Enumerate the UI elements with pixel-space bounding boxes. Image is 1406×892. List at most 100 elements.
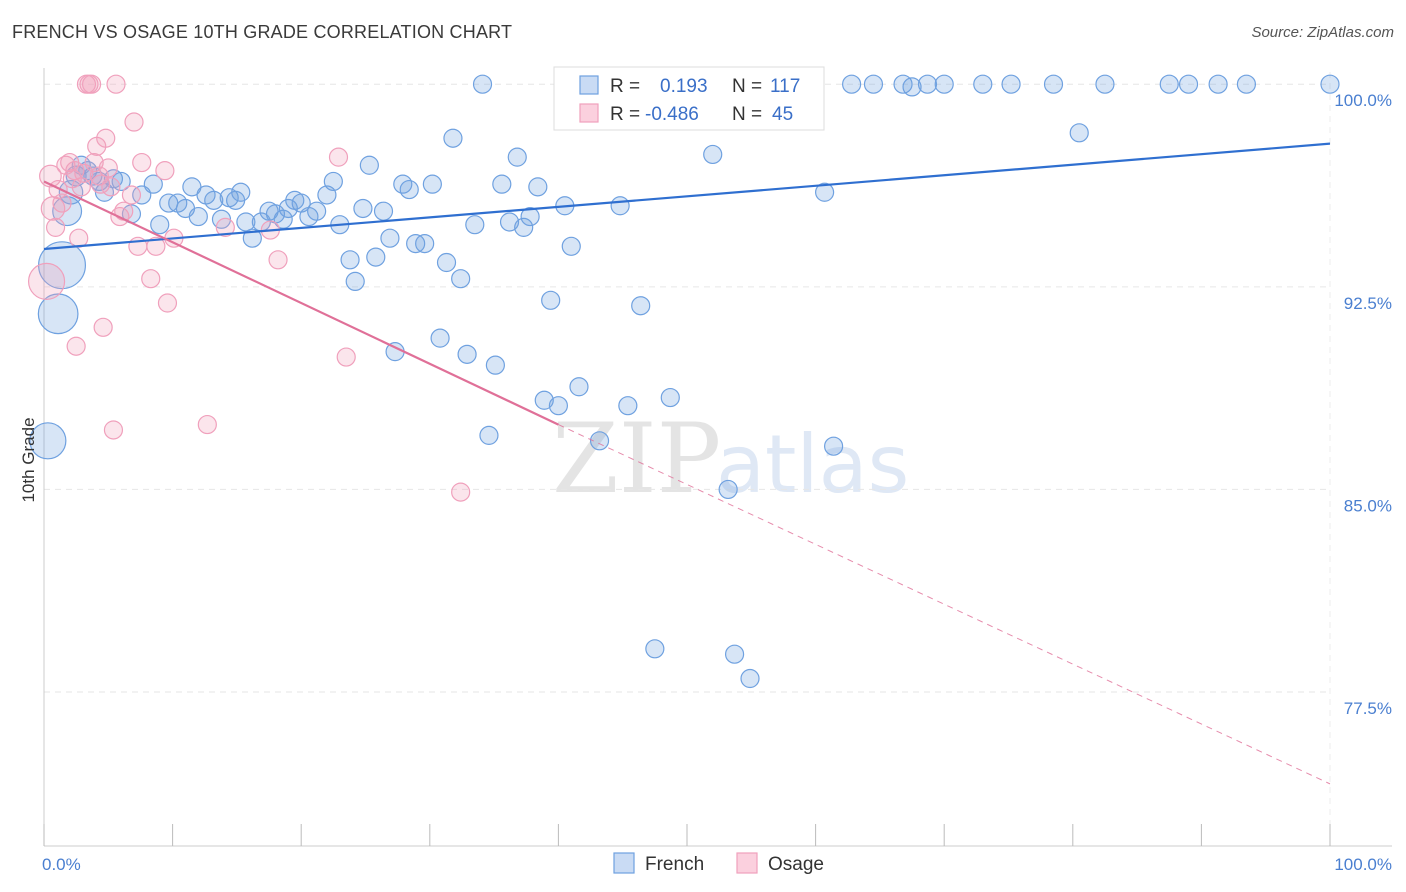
- point-french-68: [520, 206, 540, 227]
- legend-swatch-osage-bottom: [736, 852, 758, 874]
- point-french-61: [472, 74, 493, 94]
- point-french-60: [465, 215, 485, 235]
- series-osage: [27, 74, 471, 502]
- point-french-106: [863, 74, 884, 94]
- point-osage-3: [45, 217, 66, 237]
- point-osage-30: [124, 112, 144, 132]
- legend-name-french: French: [645, 854, 704, 875]
- point-french-115: [1095, 74, 1115, 94]
- series-french: [29, 74, 1340, 689]
- point-french-23: [204, 190, 224, 210]
- legend-r-value-french: 0.193: [660, 76, 708, 97]
- point-french-78: [589, 431, 610, 451]
- point-osage-0: [27, 262, 66, 301]
- point-osage-44: [451, 482, 471, 502]
- point-french-29: [242, 228, 262, 248]
- source-label: Source: ZipAtlas.com: [1251, 24, 1394, 41]
- legend-r-label-french: R =: [610, 76, 640, 97]
- point-french-12: [111, 171, 131, 192]
- chart-title: FRENCH VS OSAGE 10TH GRADE CORRELATION C…: [12, 22, 513, 42]
- trendlines: [43, 142, 1331, 785]
- point-french-118: [1208, 74, 1228, 94]
- point-french-96: [724, 644, 745, 664]
- point-french-0: [29, 422, 67, 460]
- point-french-109: [917, 74, 938, 94]
- point-french-119: [1236, 74, 1257, 94]
- point-french-40: [323, 171, 343, 192]
- point-french-67: [514, 217, 534, 237]
- point-french-116: [1159, 74, 1179, 94]
- point-french-43: [345, 271, 365, 292]
- point-french-98: [740, 668, 760, 689]
- legend-name-osage: Osage: [768, 854, 824, 875]
- x-tick-label-1: 100.0%: [1334, 855, 1392, 874]
- point-french-95: [718, 479, 738, 500]
- legend-n-value-french: 117: [770, 76, 800, 97]
- point-french-105: [842, 74, 862, 94]
- point-osage-24: [101, 177, 121, 197]
- point-french-27: [231, 182, 251, 202]
- point-french-74: [561, 236, 581, 256]
- point-osage-21: [93, 317, 113, 337]
- point-french-86: [645, 639, 665, 659]
- axes: [43, 68, 1392, 847]
- point-osage-10: [66, 336, 86, 356]
- point-french-1: [37, 293, 79, 335]
- point-french-72: [548, 396, 569, 416]
- legend-r-label-osage: R =: [610, 104, 640, 125]
- legend-r-value-osage: -0.486: [645, 104, 699, 125]
- legend-stats: R = 0.193 N = 117 R = -0.486 N = 45: [553, 66, 825, 131]
- point-french-82: [618, 396, 638, 416]
- point-osage-26: [106, 74, 126, 94]
- trendline-osage-extension: [558, 424, 1331, 785]
- point-osage-16: [81, 74, 102, 94]
- point-osage-28: [114, 201, 134, 221]
- point-osage-23: [98, 158, 118, 178]
- point-french-108: [902, 77, 922, 97]
- watermark-atlas: atlas: [716, 418, 909, 511]
- point-french-56: [436, 252, 457, 273]
- point-osage-34: [146, 236, 166, 256]
- point-french-65: [499, 212, 520, 232]
- point-french-47: [373, 201, 394, 221]
- point-french-113: [1043, 74, 1064, 94]
- point-french-71: [541, 290, 561, 310]
- watermark-zip: ZIP: [552, 403, 721, 515]
- point-french-117: [1178, 74, 1199, 94]
- point-osage-39: [215, 217, 235, 237]
- point-french-16: [150, 215, 170, 235]
- tick-labels: 100.0% 92.5% 85.0% 77.5% 0.0% 100.0%: [42, 91, 1392, 874]
- legend-swatch-french: [579, 75, 599, 95]
- point-osage-35: [155, 161, 175, 181]
- point-french-88: [660, 387, 680, 408]
- point-french-103: [815, 182, 835, 202]
- legend-stats-box: [553, 66, 825, 131]
- y-tick-label-3: 77.5%: [1344, 699, 1392, 718]
- point-french-48: [380, 228, 400, 248]
- point-french-44: [353, 198, 373, 219]
- y-tick-label-0: 100.0%: [1334, 91, 1392, 110]
- point-french-55: [430, 328, 450, 348]
- legend-swatch-osage: [579, 103, 599, 123]
- point-french-70: [534, 390, 554, 410]
- point-french-75: [569, 377, 589, 397]
- legend-series: French Osage: [613, 852, 824, 875]
- point-osage-5: [52, 193, 72, 213]
- point-french-69: [528, 177, 548, 197]
- y-tick-label-1: 92.5%: [1344, 294, 1392, 313]
- point-osage-38: [197, 414, 217, 435]
- point-french-42: [340, 250, 360, 270]
- point-french-59: [457, 344, 477, 364]
- y-tick-label-2: 85.0%: [1344, 496, 1392, 515]
- point-osage-32: [132, 152, 152, 173]
- point-french-63: [485, 355, 505, 375]
- y-axis-label: 10th Grade: [19, 417, 38, 502]
- point-french-62: [479, 425, 499, 445]
- point-french-84: [631, 296, 651, 316]
- point-osage-42: [328, 147, 349, 167]
- point-french-64: [492, 174, 512, 194]
- point-french-110: [934, 74, 954, 94]
- legend-n-value-osage: 45: [772, 104, 793, 125]
- point-french-120: [1320, 74, 1340, 94]
